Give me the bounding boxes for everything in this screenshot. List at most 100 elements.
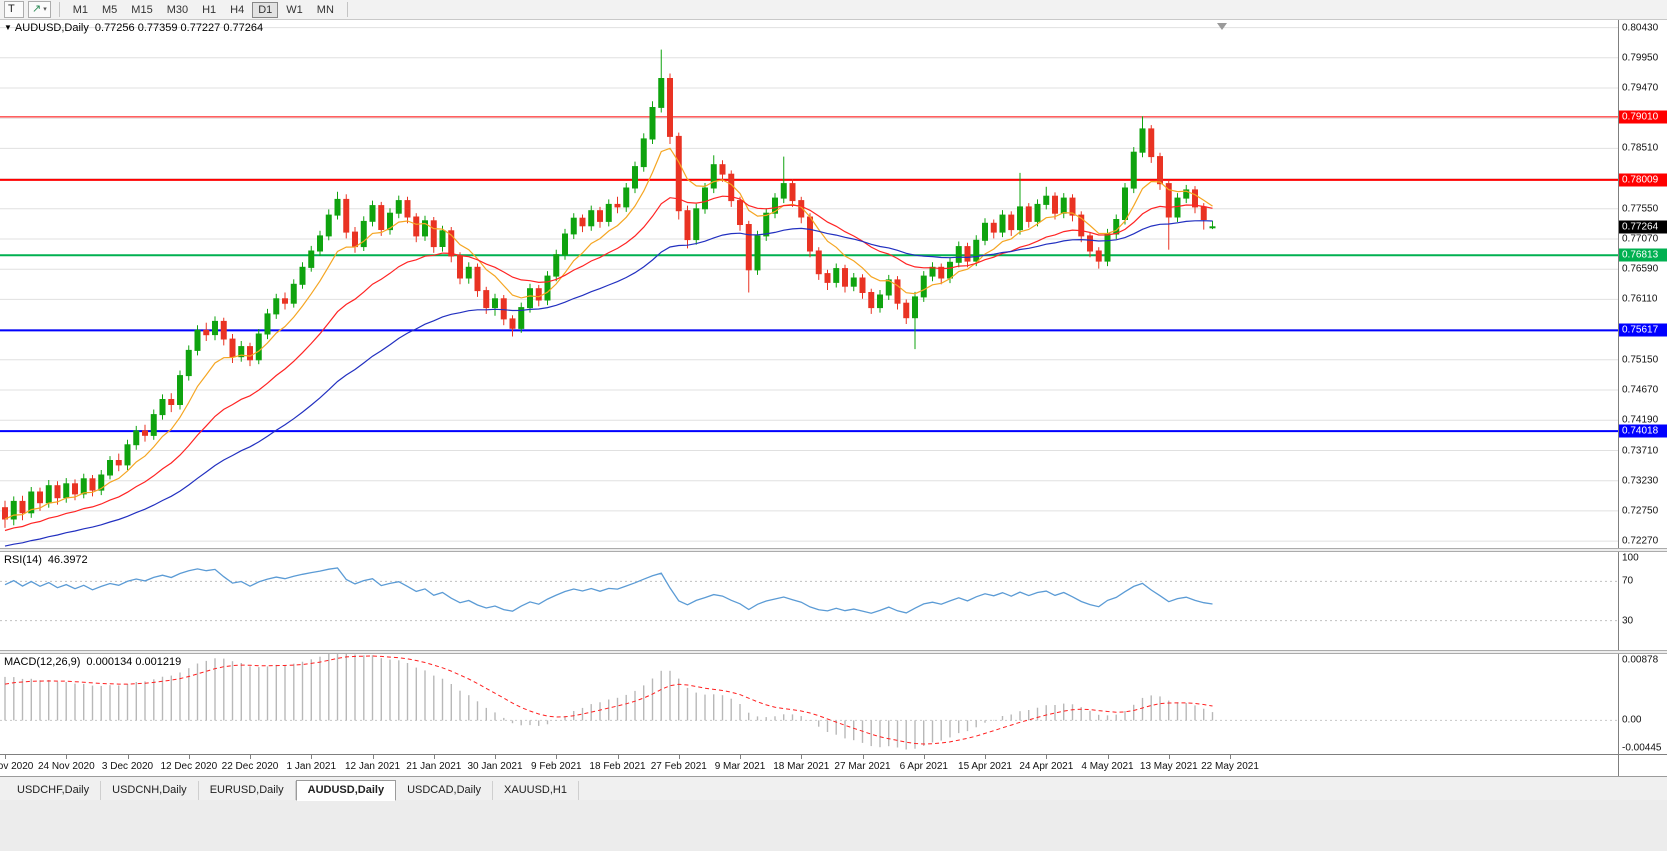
time-axis-tick: [5, 755, 6, 759]
rsi-axis: 100 70 30: [1618, 552, 1667, 650]
pane-splitter[interactable]: [0, 548, 1667, 552]
symbol-dropdown-icon[interactable]: ▼: [4, 23, 12, 32]
chart-tab-audusd[interactable]: AUDUSD,Daily: [295, 780, 397, 801]
price-axis-label: 0.77550: [1622, 203, 1659, 215]
price-chart-canvas[interactable]: [0, 20, 1618, 548]
chart-shift-marker[interactable]: [1217, 23, 1227, 30]
timeframe-button-h1[interactable]: H1: [196, 2, 222, 18]
time-axis-tick: [372, 755, 374, 759]
price-chart-pane[interactable]: ▼ AUDUSD,Daily 0.77256 0.77359 0.77227 0.7…: [0, 20, 1618, 548]
toolbar-separator: [58, 2, 60, 17]
time-axis-tick: [66, 755, 68, 759]
time-axis-tick: [250, 755, 251, 759]
date-label: 4 May 2021: [1081, 761, 1134, 772]
macd-canvas[interactable]: [0, 654, 1618, 754]
time-axis-tick: [801, 755, 803, 759]
time-axis-tick: [311, 755, 313, 759]
timeframe-button-m5[interactable]: M5: [96, 2, 123, 18]
time-axis-tick: [188, 755, 190, 759]
arrow-tool-icon: ↗: [32, 3, 42, 15]
timeframe-button-w1[interactable]: W1: [280, 2, 309, 18]
time-axis-tick: [862, 755, 864, 759]
timeframe-button-m30[interactable]: M30: [161, 2, 194, 18]
rsi-canvas[interactable]: [0, 552, 1618, 650]
macd-axis-label: 0.00878: [1622, 654, 1659, 666]
price-axis-label: 0.78510: [1622, 142, 1659, 154]
rsi-axis-label: 70: [1622, 575, 1634, 587]
timeframe-button-mn[interactable]: MN: [311, 2, 340, 18]
date-label: 30 Jan 2021: [467, 761, 523, 772]
price-level-tag[interactable]: 0.76813: [1619, 248, 1667, 262]
window-footer: [0, 800, 1667, 851]
text-tool-button[interactable]: T: [4, 1, 24, 18]
macd-values: 0.000134 0.001219: [86, 656, 182, 668]
price-level-tag[interactable]: 0.75617: [1619, 323, 1667, 337]
horizontal-level-lines[interactable]: [0, 116, 1618, 433]
rsi-header: RSI(14) 46.3972: [4, 554, 88, 566]
chart-tab-eurusd[interactable]: EURUSD,Daily: [199, 781, 296, 800]
date-label: 9 Feb 2021: [530, 761, 582, 772]
macd-header: MACD(12,26,9) 0.000134 0.001219: [4, 656, 181, 668]
chart-tab-usdcnh[interactable]: USDCNH,Daily: [101, 781, 199, 800]
date-label: 15 Apr 2021: [958, 761, 1012, 772]
dropdown-caret-icon: ▾: [43, 6, 47, 13]
arrows-tool-button[interactable]: ↗ ▾: [28, 1, 51, 18]
price-axis[interactable]: 0.80430 0.79950 0.79470 0.78510 0.77550 0.770…: [1618, 20, 1667, 548]
rsi-pane[interactable]: RSI(14) 46.3972: [0, 552, 1618, 650]
macd-axis: 0.00878 0.00 -0.00445: [1618, 654, 1667, 754]
price-level-tag[interactable]: 0.74018: [1619, 424, 1667, 438]
timeframe-button-m1[interactable]: M1: [67, 2, 94, 18]
axis-corner: [1618, 755, 1667, 776]
pane-splitter[interactable]: [0, 650, 1667, 654]
price-axis-label: 0.74670: [1622, 384, 1659, 396]
timeframe-button-m15[interactable]: M15: [125, 2, 158, 18]
chart-ohlc-header: ▼ AUDUSD,Daily 0.77256 0.77359 0.77227 0.7…: [4, 22, 263, 34]
price-axis-label: 0.72750: [1622, 505, 1659, 517]
date-label: 18 Feb 2021: [589, 761, 646, 772]
time-axis-tick: [1230, 755, 1231, 759]
time-axis-tick: [985, 755, 986, 759]
date-label: 27 Mar 2021: [834, 761, 891, 772]
date-label: 12 Jan 2021: [344, 761, 401, 772]
macd-pane[interactable]: MACD(12,26,9) 0.000134 0.001219: [0, 654, 1618, 754]
price-level-tag[interactable]: 0.79010: [1619, 110, 1667, 124]
date-label: 22 May 2021: [1201, 761, 1259, 772]
date-label: 18 Mar 2021: [773, 761, 830, 772]
macd-axis-label: 0.00: [1622, 714, 1642, 726]
date-label: 21 Jan 2021: [406, 761, 462, 772]
timeframe-toolbar: M1 M5 M15 M30 H1 H4 D1 W1 MN: [66, 1, 341, 18]
price-axis-label: 0.73230: [1622, 475, 1659, 487]
date-label: 24 Apr 2021: [1019, 761, 1074, 772]
time-axis-tick: [1046, 755, 1048, 759]
time-axis-tick: [1107, 755, 1109, 759]
candles-layer: [2, 49, 1216, 528]
macd-signal-line: [4, 655, 1213, 745]
timeframe-button-h4[interactable]: H4: [224, 2, 250, 18]
date-label: 3 Dec 2020: [101, 761, 154, 772]
price-axis-label: 0.79470: [1622, 82, 1659, 94]
price-axis-label: 0.77070: [1622, 233, 1659, 245]
chart-tab-xauusd[interactable]: XAUUSD,H1: [493, 781, 579, 800]
fast-ma-line: [4, 147, 1213, 520]
date-label: 13 May 2021: [1139, 761, 1198, 772]
time-axis-tick: [617, 755, 619, 759]
date-label: 14 Nov 2020: [0, 761, 34, 772]
price-pane-row: ▼ AUDUSD,Daily 0.77256 0.77359 0.77227 0.7…: [0, 20, 1667, 548]
time-axis-tick: [1168, 755, 1170, 759]
toolbar-separator: [346, 2, 348, 17]
timeframe-button-d1[interactable]: D1: [252, 1, 279, 18]
rsi-axis-label: 100: [1622, 552, 1639, 564]
rsi-pane-row: RSI(14) 46.3972 100 70 30: [0, 552, 1667, 650]
chart-symbol-label: AUDUSD,Daily: [14, 22, 89, 34]
chart-tab-bar: USDCHF,Daily USDCNH,Daily EURUSD,Daily AUDU…: [0, 776, 1667, 801]
price-level-tag[interactable]: 0.78009: [1619, 173, 1667, 187]
price-axis-label: 0.73710: [1622, 445, 1659, 456]
chart-tab-usdcad[interactable]: USDCAD,Daily: [396, 781, 494, 800]
time-axis-tick: [678, 755, 680, 759]
macd-title: MACD(12,26,9): [4, 656, 81, 668]
date-label: 22 Dec 2020: [221, 761, 279, 772]
chart-tab-usdchf[interactable]: USDCHF,Daily: [6, 781, 102, 800]
